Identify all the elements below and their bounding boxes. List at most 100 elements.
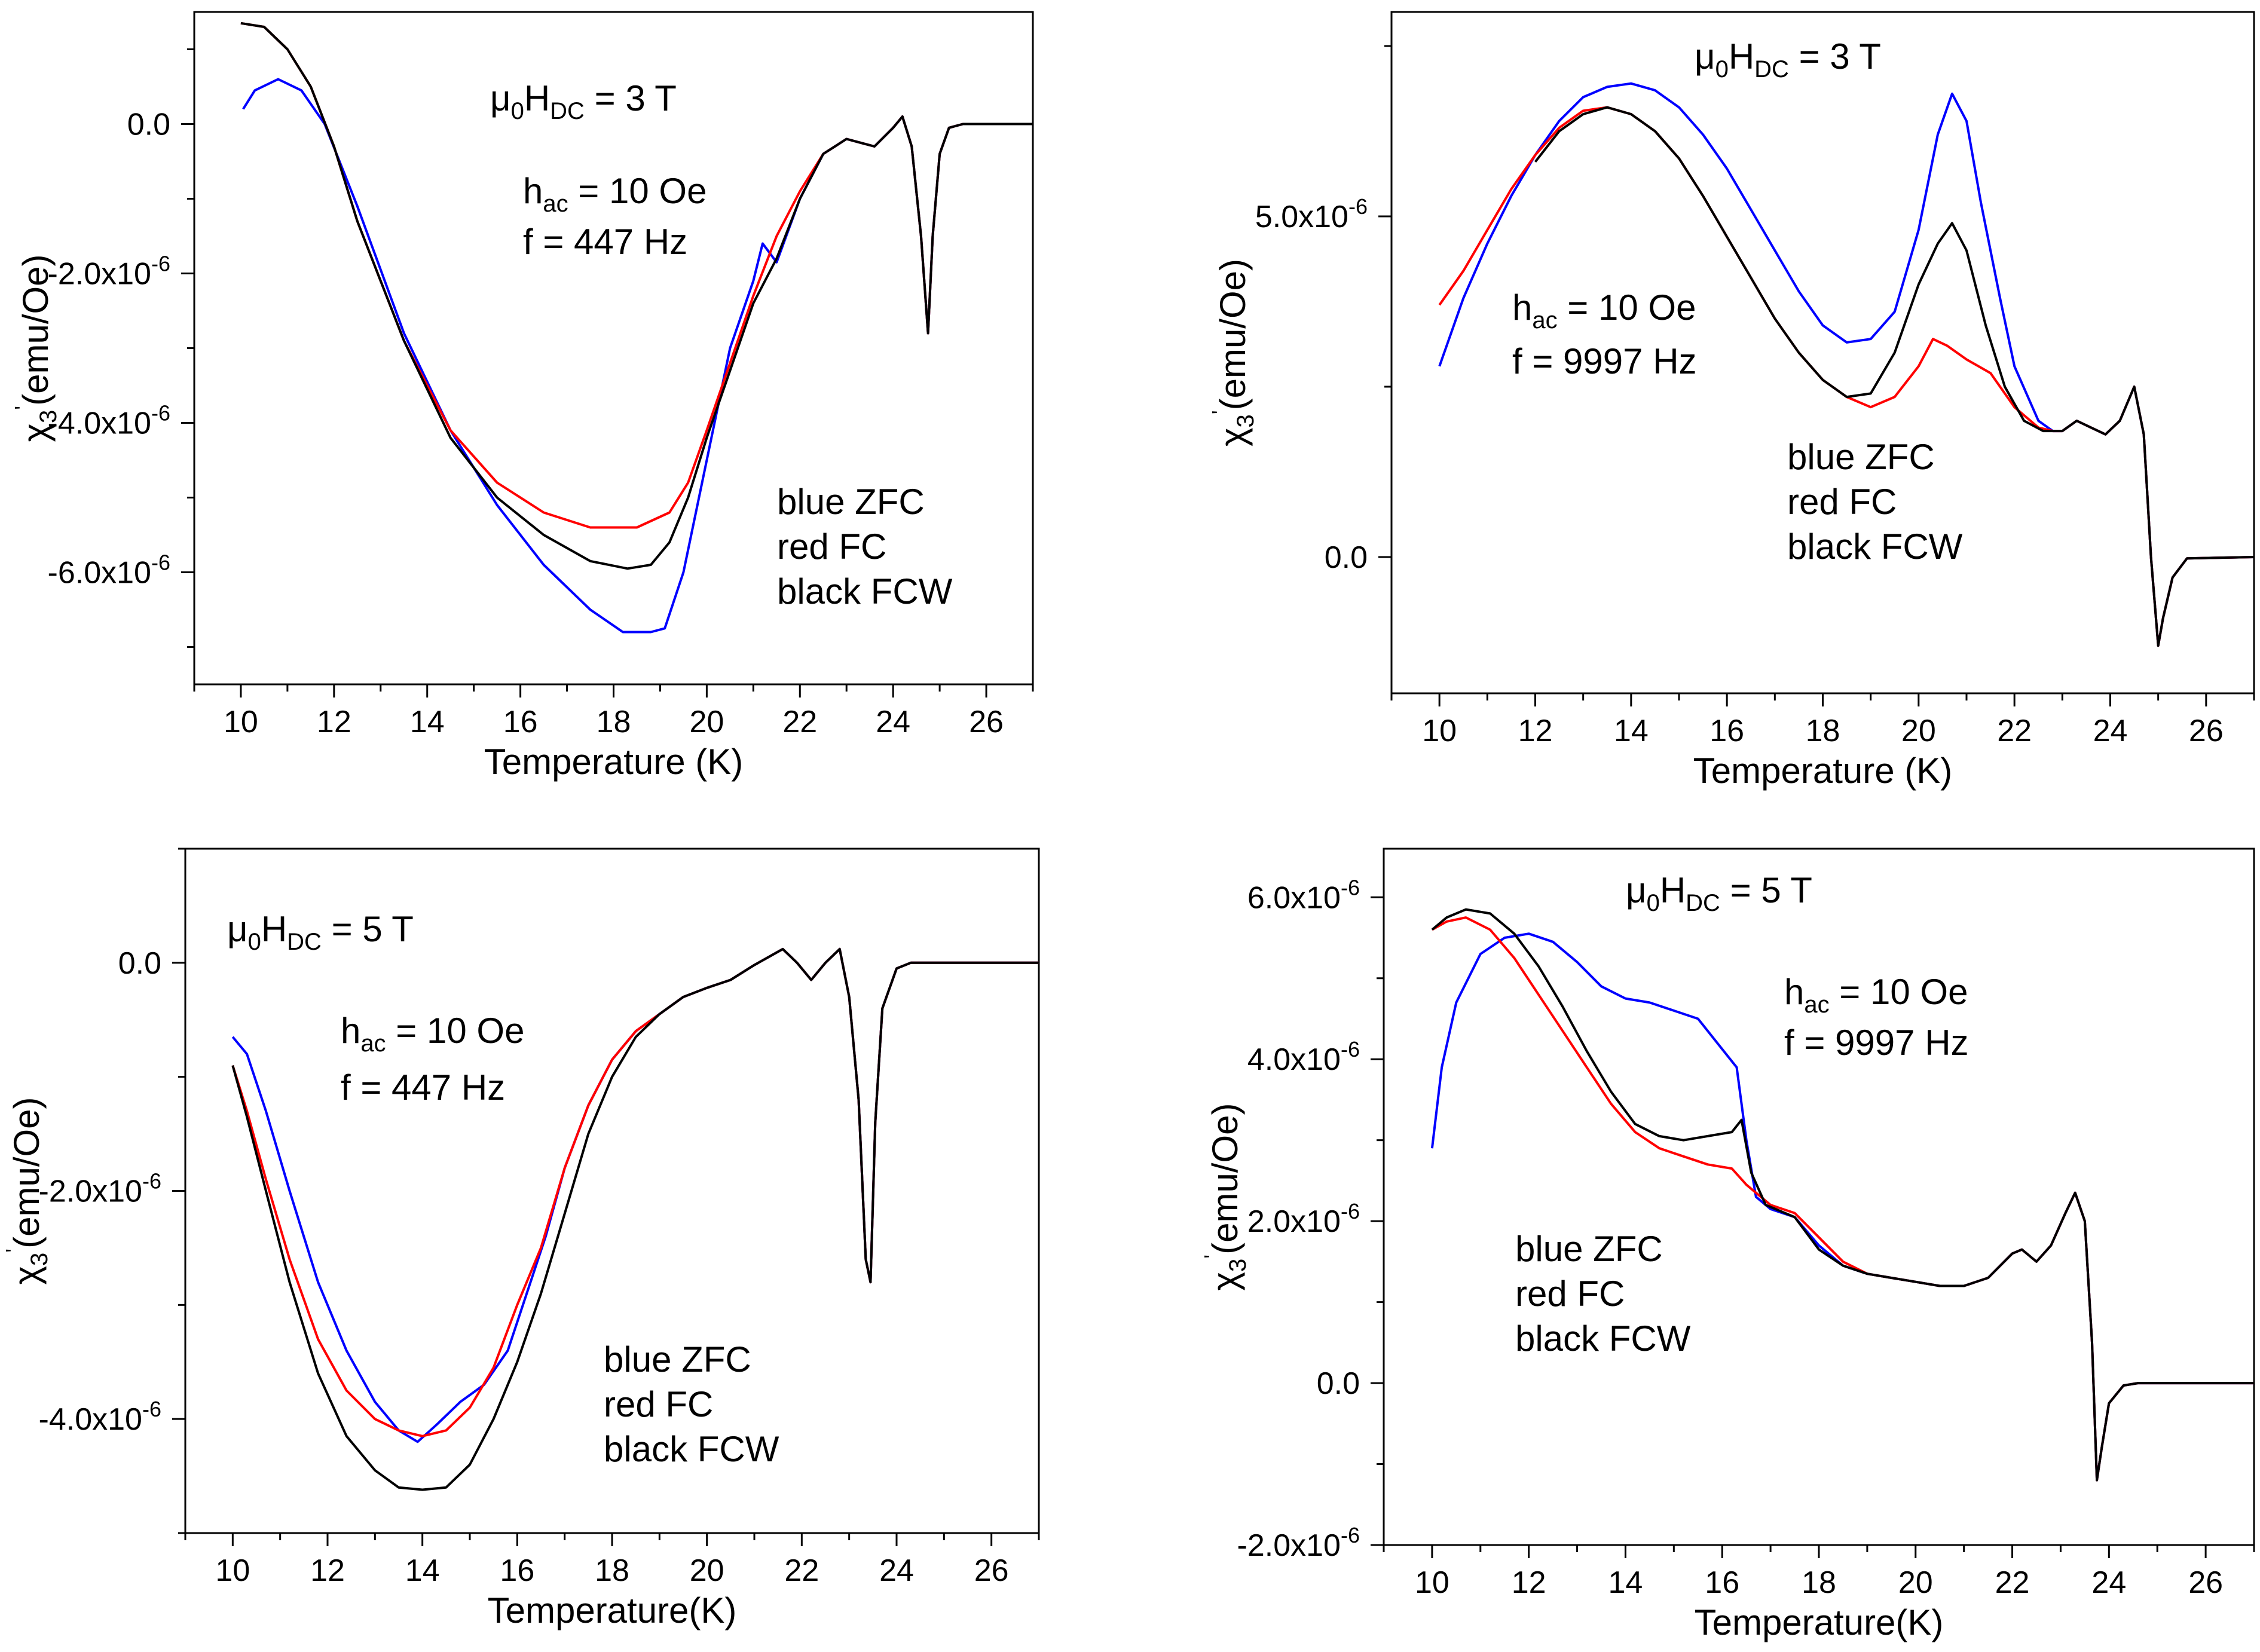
- y-label-subscript: 3: [35, 410, 62, 423]
- legend-entry: red FC: [604, 1384, 713, 1424]
- y-label-symbol: χ: [1205, 1272, 1245, 1291]
- y-label-symbol: χ: [7, 1266, 47, 1285]
- y-tick-exponent: -6: [1348, 194, 1368, 219]
- y-tick-mantissa: 0.0: [118, 946, 161, 981]
- y-tick-label: 5.0x10-6: [1255, 194, 1368, 234]
- hac-sub: ac: [1804, 992, 1829, 1018]
- field-mu: μ: [490, 78, 511, 118]
- y-axis-label: χ3'(emu/Oe): [10, 254, 62, 442]
- y-label-unit: (emu/Oe): [1205, 1103, 1245, 1254]
- y-tick-label: -4.0x10-6: [39, 1397, 161, 1437]
- frequency-annotation: f = 9997 Hz: [1784, 1023, 1969, 1063]
- y-tick-label: 6.0x10-6: [1247, 875, 1360, 915]
- x-tick-label: 14: [1608, 1565, 1643, 1600]
- field-value: = 5 T: [1720, 870, 1812, 910]
- y-tick-mantissa: -4.0x10: [39, 1402, 142, 1437]
- chart-panel-top-right: 10 12 14 16 18 20 22 24 26 0.0 5.0x10-6 Temperature…: [1207, 11, 2255, 791]
- y-tick-mantissa: 6.0x10: [1247, 880, 1341, 915]
- chart-panel-bottom-left: 10 12 14 16 18 20 22 24 26-4.0x10-6-2.0x10-60.0T…: [1, 848, 1040, 1630]
- x-tick-label: 22: [784, 1553, 819, 1588]
- y-tick-exponent: -6: [1341, 875, 1360, 900]
- series-line-fcw: [240, 22, 1033, 570]
- legend-entry: red FC: [1787, 482, 1897, 522]
- x-tick-label: 22: [1995, 1565, 2030, 1600]
- y-tick-mantissa: -4.0x10: [48, 406, 151, 441]
- x-tick-label: 14: [405, 1553, 440, 1588]
- legend-entry: black FCW: [777, 571, 953, 611]
- y-label-subscript: 3: [1225, 1259, 1251, 1272]
- y-tick-exponent: -6: [151, 550, 170, 575]
- chart-panel-top-left: 10 12 14 16 18 20 22 24 26-6.0x10-6-4.0x10-6-2.0…: [10, 11, 1034, 782]
- y-label-prime: ': [1, 1249, 26, 1253]
- hac-sub: ac: [543, 191, 568, 217]
- x-tick-label: 24: [876, 705, 910, 739]
- hac-annotation: hac = 10 Oe: [523, 171, 707, 217]
- hac-sub: ac: [1532, 307, 1557, 334]
- y-axis-label: χ3'(emu/Oe): [1, 1097, 53, 1284]
- field-sub-DC: DC: [550, 98, 585, 124]
- legend-entry: black FCW: [1515, 1318, 1691, 1359]
- y-tick-exponent: -6: [142, 1397, 161, 1421]
- x-tick-label: 12: [310, 1553, 345, 1588]
- field-value: = 3 T: [585, 78, 677, 118]
- x-tick-label: 22: [782, 705, 817, 739]
- y-tick-mantissa: 0.0: [1317, 1366, 1360, 1401]
- field-sub-DC: DC: [1686, 890, 1720, 916]
- legend-entry: red FC: [777, 527, 886, 567]
- legend-entry: blue ZFC: [1787, 437, 1935, 477]
- series-line-fcw: [1431, 908, 2254, 1482]
- x-tick-label: 16: [1709, 714, 1744, 748]
- plot-frame: [1383, 848, 2255, 1546]
- x-tick-label: 18: [597, 705, 631, 739]
- y-label-unit: (emu/Oe): [1213, 259, 1253, 410]
- legend-entry: black FCW: [604, 1429, 779, 1469]
- x-tick-label: 26: [2189, 714, 2224, 748]
- x-tick-label: 26: [974, 1553, 1009, 1588]
- x-tick-label: 12: [1512, 1565, 1546, 1600]
- x-tick-label: 24: [879, 1553, 914, 1588]
- x-tick-label: 24: [2093, 714, 2128, 748]
- y-tick-mantissa: 0.0: [1325, 540, 1368, 575]
- x-tick-label: 10: [1422, 714, 1457, 748]
- field-sub-0: 0: [1715, 56, 1729, 82]
- field-sub-0: 0: [248, 929, 261, 955]
- x-tick-label: 18: [595, 1553, 629, 1588]
- y-tick-mantissa: 2.0x10: [1247, 1204, 1341, 1239]
- hac-h: h: [523, 171, 543, 211]
- y-tick-label: 4.0x10-6: [1247, 1037, 1360, 1077]
- y-tick-mantissa: -2.0x10: [1237, 1528, 1341, 1563]
- legend-entry: red FC: [1515, 1274, 1625, 1314]
- chart-panel-bottom-right: 10 12 14 16 18 20 22 24 26-2.0x10-60.02.0x10-64.…: [1200, 848, 2255, 1642]
- hac-annotation: hac = 10 Oe: [1784, 972, 1968, 1018]
- y-tick-mantissa: 0.0: [127, 108, 170, 142]
- hac-value: = 10 Oe: [1830, 972, 1968, 1012]
- series-line-fcw: [1534, 106, 2255, 647]
- y-tick-mantissa: 5.0x10: [1255, 200, 1348, 234]
- x-tick-label: 22: [1997, 714, 2032, 748]
- field-mu: μ: [1626, 870, 1647, 910]
- x-tick-label: 14: [1614, 714, 1649, 748]
- x-tick-label: 26: [2188, 1565, 2223, 1600]
- y-tick-mantissa: -2.0x10: [48, 257, 151, 292]
- y-tick-exponent: -6: [151, 252, 170, 276]
- x-tick-label: 16: [500, 1553, 534, 1588]
- field-sub-0: 0: [1647, 890, 1660, 916]
- series-line-zfc: [1430, 932, 2254, 1482]
- y-label-subscript: 3: [1233, 414, 1259, 427]
- x-tick-label: 20: [1898, 1565, 1933, 1600]
- x-tick-label: 14: [410, 705, 445, 739]
- frequency-annotation: f = 447 Hz: [341, 1067, 505, 1108]
- y-axis-label: χ3'(emu/Oe): [1200, 1103, 1251, 1290]
- y-tick-exponent: -6: [151, 401, 170, 426]
- x-tick-label: 18: [1802, 1565, 1836, 1600]
- field-annotation: μ0HDC = 3 T: [490, 78, 677, 124]
- hac-value: = 10 Oe: [568, 171, 707, 211]
- y-tick-mantissa: -6.0x10: [48, 556, 151, 591]
- y-label-symbol: χ: [1213, 428, 1253, 447]
- field-mu: μ: [1695, 36, 1715, 77]
- series-line-fcw: [231, 947, 1039, 1491]
- frequency-annotation: f = 9997 Hz: [1512, 341, 1697, 381]
- field-H: H: [524, 78, 550, 118]
- y-tick-mantissa: 4.0x10: [1247, 1042, 1341, 1077]
